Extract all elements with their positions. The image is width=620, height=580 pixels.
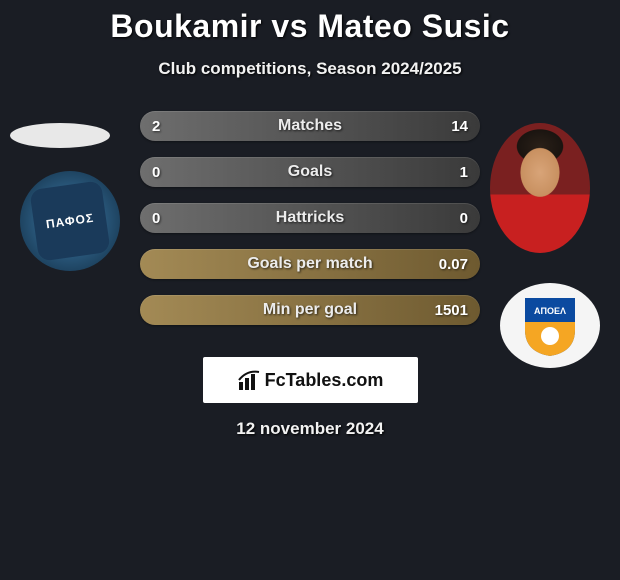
- stat-left-value: 0: [152, 164, 192, 181]
- stat-right-value: 1501: [428, 302, 468, 319]
- comparison-title: Boukamir vs Mateo Susic: [0, 8, 620, 45]
- stats-list: 2 Matches 14 0 Goals 1 0 Hattricks 0 Goals per ma…: [140, 107, 480, 325]
- stat-label: Goals: [288, 163, 332, 181]
- comparison-date: 12 november 2024: [0, 419, 620, 439]
- club-left-label: ΠΑΦΟΣ: [45, 211, 95, 232]
- comparison-subtitle: Club competitions, Season 2024/2025: [0, 59, 620, 79]
- stat-label: Hattricks: [276, 209, 344, 227]
- stat-row: Goals per match 0.07: [140, 249, 480, 279]
- stat-right-value: 1: [428, 164, 468, 181]
- stat-row: 2 Matches 14: [140, 111, 480, 141]
- svg-text:ΑΠΟΕΛ: ΑΠΟΕΛ: [534, 306, 566, 316]
- club-right-badge: ΑΠΟΕΛ: [500, 283, 600, 368]
- player-left-avatar: [10, 123, 110, 148]
- brand-box: FcTables.com: [203, 357, 418, 403]
- brand-name: FcTables.com: [265, 370, 384, 391]
- stat-right-value: 14: [428, 118, 468, 135]
- stat-right-value: 0.07: [428, 256, 468, 273]
- chart-icon: [237, 368, 261, 392]
- stat-left-value: 2: [152, 118, 192, 135]
- stat-label: Matches: [278, 117, 342, 135]
- stat-row: 0 Hattricks 0: [140, 203, 480, 233]
- stat-row: Min per goal 1501: [140, 295, 480, 325]
- stat-row: 0 Goals 1: [140, 157, 480, 187]
- player-right-avatar: [490, 123, 590, 253]
- shield-icon: ΑΠΟΕΛ: [521, 294, 579, 358]
- stat-label: Min per goal: [263, 301, 357, 319]
- stat-left-value: 0: [152, 210, 192, 227]
- club-left-badge: ΠΑΦΟΣ: [20, 171, 120, 271]
- stat-right-value: 0: [428, 210, 468, 227]
- stat-label: Goals per match: [247, 255, 372, 273]
